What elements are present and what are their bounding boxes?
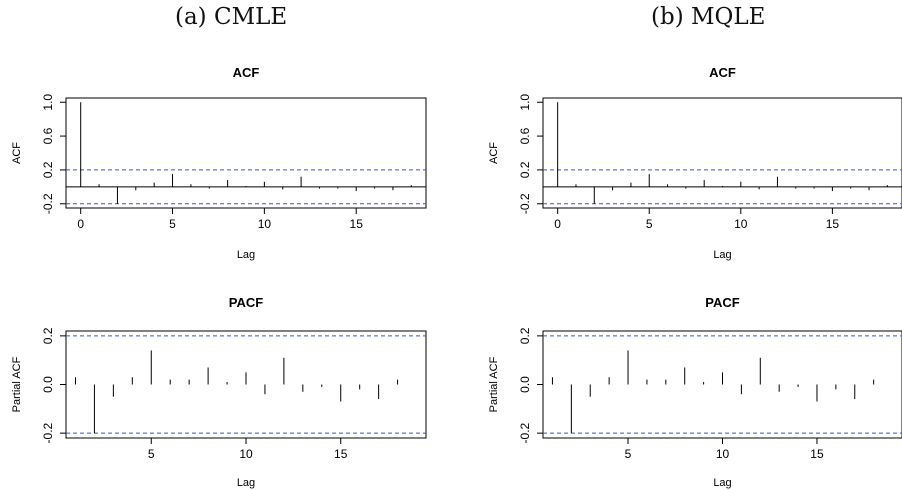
chart-title: PACF <box>705 295 739 310</box>
y-tick-label: 0.2 <box>518 327 532 344</box>
y-tick-label: 0.2 <box>518 161 532 178</box>
x-tick-label: 5 <box>625 447 632 461</box>
plot-frame <box>65 97 427 209</box>
y-tick-label: 0.6 <box>518 127 532 144</box>
y-tick-label: 0.2 <box>41 161 55 178</box>
y-tick-label: -0.2 <box>518 422 532 443</box>
x-axis-label: Lag <box>237 249 255 261</box>
x-axis-label: Lag <box>713 477 731 489</box>
chart-title: ACF <box>709 65 736 80</box>
y-tick-label: 0.6 <box>41 127 55 144</box>
chart-acf-b: ACF Lag ACF 0 5 10 15 -0.2 0.2 0.6 1.0 <box>488 65 902 261</box>
y-tick-label: 0.2 <box>41 327 55 344</box>
x-tick-label: 5 <box>169 217 176 231</box>
x-tick-label: 0 <box>77 217 84 231</box>
x-axis-label: Lag <box>237 477 255 489</box>
y-axis-label: ACF <box>488 142 500 164</box>
x-tick-label: 10 <box>239 447 253 461</box>
chart-pacf-b: PACF Lag Partial ACF 5 10 15 -0.2 0.0 0.2 <box>488 295 902 489</box>
chart-title: PACF <box>229 295 263 310</box>
y-tick-label: -0.2 <box>518 193 532 214</box>
x-tick-label: 5 <box>646 217 653 231</box>
y-tick-label: -0.2 <box>41 193 55 214</box>
y-tick-label: 1.0 <box>41 94 55 111</box>
x-tick-label: 0 <box>554 217 561 231</box>
y-tick-label: 1.0 <box>518 94 532 111</box>
x-tick-label: 15 <box>826 217 840 231</box>
x-tick-label: 10 <box>716 447 730 461</box>
x-tick-label: 10 <box>258 217 272 231</box>
x-tick-label: 15 <box>810 447 824 461</box>
y-axis-label: Partial ACF <box>11 356 23 412</box>
y-tick-label: 0.0 <box>41 376 55 393</box>
x-tick-label: 10 <box>734 217 748 231</box>
y-axis-label: ACF <box>11 142 23 164</box>
y-tick-label: 0.0 <box>518 376 532 393</box>
y-axis-label: Partial ACF <box>488 356 500 412</box>
y-tick-label: -0.2 <box>41 422 55 443</box>
chart-acf-a: ACF Lag ACF 0 5 10 15 -0.2 0.2 0.6 1.0 <box>11 65 427 261</box>
chart-title: ACF <box>233 65 260 80</box>
plot-frame <box>542 97 902 209</box>
x-tick-label: 5 <box>148 447 155 461</box>
x-tick-label: 15 <box>350 217 364 231</box>
x-axis-label: Lag <box>713 249 731 261</box>
chart-pacf-a: PACF Lag Partial ACF 5 10 15 -0.2 0.0 0.2 <box>11 295 427 489</box>
panel-caption-a: (a) CMLE <box>175 4 288 30</box>
x-tick-label: 15 <box>334 447 348 461</box>
panel-caption-b: (b) MQLE <box>651 4 766 30</box>
